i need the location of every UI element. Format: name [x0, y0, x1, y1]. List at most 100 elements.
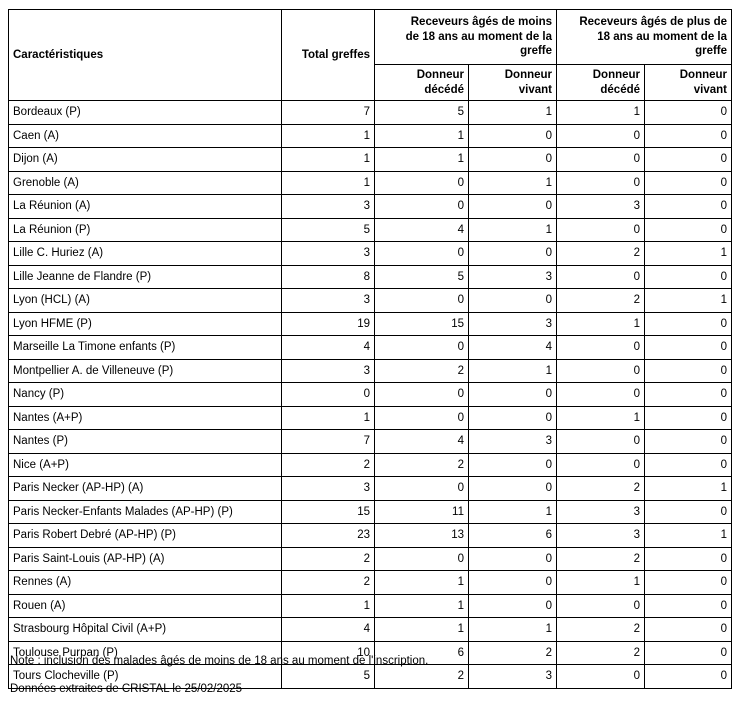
over18-donneur-vivant-cell: 0 — [644, 123, 733, 148]
over18-donneur-decede-cell: 0 — [556, 264, 646, 289]
over18-donneur-decede-cell: 2 — [556, 288, 646, 313]
over18-donneur-vivant-cell: 1 — [644, 241, 733, 266]
center-name-cell: Lille C. Huriez (A) — [8, 241, 282, 266]
over18-donneur-vivant-cell: 0 — [644, 100, 733, 125]
under18-donneur-vivant-cell: 0 — [467, 593, 558, 618]
over18-donneur-decede-cell: 0 — [556, 382, 646, 407]
center-name-cell: Nancy (P) — [8, 382, 282, 407]
table-row: Lille C. Huriez (A) 3 0 0 2 1 — [8, 241, 733, 266]
over18-donneur-decede-cell: 0 — [556, 358, 646, 383]
total-greffes-cell: 0 — [281, 382, 375, 407]
under18-donneur-decede-cell: 13 — [374, 523, 469, 548]
over18-donneur-vivant-cell: 0 — [644, 217, 733, 242]
table-row: Bordeaux (P) 7 5 1 1 0 — [8, 100, 733, 125]
under18-donneur-decede-cell: 0 — [374, 335, 469, 360]
note-text: Note : inclusion des malades âgés de moi… — [10, 655, 429, 667]
center-name-cell: La Réunion (P) — [8, 217, 282, 242]
center-name-cell: Lyon HFME (P) — [8, 311, 282, 336]
header-over18-donneur-vivant: Donneur vivant — [644, 64, 733, 101]
total-greffes-cell: 5 — [281, 217, 375, 242]
under18-donneur-vivant-cell: 1 — [467, 170, 558, 195]
over18-donneur-decede-cell: 0 — [556, 335, 646, 360]
total-greffes-cell: 1 — [281, 170, 375, 195]
under18-donneur-decede-cell: 15 — [374, 311, 469, 336]
under18-donneur-decede-cell: 0 — [374, 288, 469, 313]
under18-donneur-vivant-cell: 0 — [467, 382, 558, 407]
total-greffes-cell: 10 — [281, 640, 375, 665]
over18-donneur-vivant-cell: 1 — [644, 288, 733, 313]
center-name-cell: Rouen (A) — [8, 593, 282, 618]
under18-donneur-decede-cell: 1 — [374, 617, 469, 642]
over18-donneur-decede-cell: 3 — [556, 523, 646, 548]
under18-donneur-decede-cell: 5 — [374, 264, 469, 289]
over18-donneur-vivant-cell: 0 — [644, 358, 733, 383]
total-greffes-cell: 8 — [281, 264, 375, 289]
over18-donneur-decede-cell: 0 — [556, 664, 646, 689]
table-row: Marseille La Timone enfants (P) 4 0 4 0 … — [8, 335, 733, 360]
under18-donneur-vivant-cell: 0 — [467, 452, 558, 477]
total-greffes-cell: 1 — [281, 593, 375, 618]
under18-donneur-vivant-cell: 0 — [467, 546, 558, 571]
over18-donneur-decede-cell: 2 — [556, 617, 646, 642]
center-name-cell: Caen (A) — [8, 123, 282, 148]
over18-donneur-vivant-cell: 0 — [644, 664, 733, 689]
over18-donneur-vivant-cell: 1 — [644, 523, 733, 548]
table-row: Dijon (A) 1 1 0 0 0 — [8, 147, 733, 172]
total-greffes-cell: 3 — [281, 358, 375, 383]
center-name-cell: Rennes (A) — [8, 570, 282, 595]
under18-donneur-decede-cell: 0 — [374, 546, 469, 571]
over18-donneur-decede-cell: 0 — [556, 593, 646, 618]
center-name-cell: Lyon (HCL) (A) — [8, 288, 282, 313]
table-row: Lyon HFME (P) 19 15 3 1 0 — [8, 311, 733, 336]
center-name-cell: Marseille La Timone enfants (P) — [8, 335, 282, 360]
over18-donneur-vivant-cell: 0 — [644, 405, 733, 430]
table-row: Lyon (HCL) (A) 3 0 0 2 1 — [8, 288, 733, 313]
over18-donneur-decede-cell: 2 — [556, 476, 646, 501]
center-name-cell: Paris Necker-Enfants Malades (AP-HP) (P) — [8, 499, 282, 524]
over18-donneur-decede-cell: 1 — [556, 405, 646, 430]
table-row: Grenoble (A) 1 0 1 0 0 — [8, 170, 733, 195]
center-name-cell: La Réunion (A) — [8, 194, 282, 219]
under18-donneur-vivant-cell: 1 — [467, 499, 558, 524]
total-greffes-cell: 7 — [281, 100, 375, 125]
total-greffes-cell: 1 — [281, 405, 375, 430]
under18-donneur-vivant-cell: 4 — [467, 335, 558, 360]
center-name-cell: Strasbourg Hôpital Civil (A+P) — [8, 617, 282, 642]
center-name-cell: Paris Saint-Louis (AP-HP) (A) — [8, 546, 282, 571]
center-name-cell: Nantes (A+P) — [8, 405, 282, 430]
under18-donneur-decede-cell: 1 — [374, 570, 469, 595]
over18-donneur-vivant-cell: 0 — [644, 429, 733, 454]
total-greffes-cell: 4 — [281, 335, 375, 360]
total-greffes-cell: 4 — [281, 617, 375, 642]
header-group-over-18: Receveurs âgés de plus de 18 ans au mome… — [556, 9, 733, 65]
under18-donneur-vivant-cell: 3 — [467, 429, 558, 454]
over18-donneur-vivant-cell: 0 — [644, 311, 733, 336]
over18-donneur-decede-cell: 0 — [556, 217, 646, 242]
over18-donneur-decede-cell: 1 — [556, 570, 646, 595]
under18-donneur-decede-cell: 1 — [374, 147, 469, 172]
over18-donneur-vivant-cell: 0 — [644, 593, 733, 618]
total-greffes-cell: 2 — [281, 570, 375, 595]
header-group-under-18: Receveurs âgés de moins de 18 ans au mom… — [373, 9, 558, 65]
header-under18-donneur-decede: Donneur décédé — [374, 64, 469, 101]
over18-donneur-decede-cell: 0 — [556, 452, 646, 477]
table-row: Nantes (P) 7 4 3 0 0 — [8, 429, 733, 454]
center-name-cell: Bordeaux (P) — [8, 100, 282, 125]
total-greffes-cell: 1 — [281, 123, 375, 148]
under18-donneur-decede-cell: 2 — [374, 452, 469, 477]
over18-donneur-vivant-cell: 0 — [644, 147, 733, 172]
under18-donneur-vivant-cell: 0 — [467, 405, 558, 430]
under18-donneur-decede-cell: 1 — [374, 593, 469, 618]
header-over18-donneur-decede: Donneur décédé — [556, 64, 646, 101]
over18-donneur-vivant-cell: 0 — [644, 194, 733, 219]
header-under18-donneur-vivant: Donneur vivant — [467, 64, 558, 101]
table-row: Rennes (A) 2 1 0 1 0 — [8, 570, 733, 595]
over18-donneur-decede-cell: 1 — [556, 311, 646, 336]
center-name-cell: Nantes (P) — [8, 429, 282, 454]
under18-donneur-vivant-cell: 0 — [467, 570, 558, 595]
under18-donneur-decede-cell: 4 — [374, 217, 469, 242]
table-row: Paris Necker (AP-HP) (A) 3 0 0 2 1 — [8, 476, 733, 501]
table-row: Strasbourg Hôpital Civil (A+P) 4 1 1 2 0 — [8, 617, 733, 642]
over18-donneur-decede-cell: 0 — [556, 429, 646, 454]
under18-donneur-decede-cell: 2 — [374, 358, 469, 383]
